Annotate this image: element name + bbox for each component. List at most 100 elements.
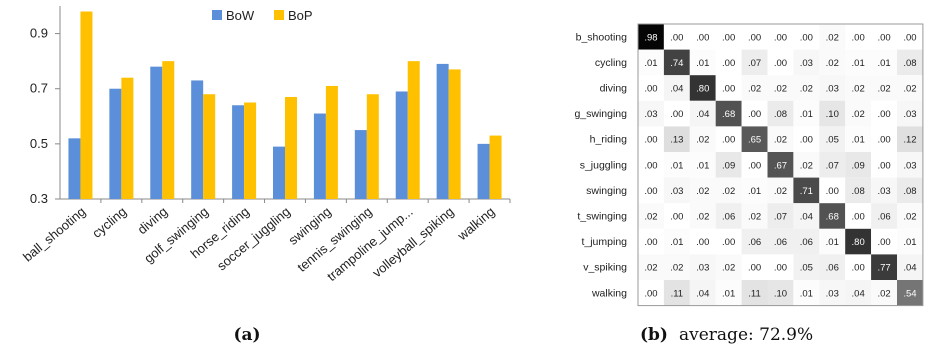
heatmap-cell	[715, 177, 742, 204]
heatmap-cell	[741, 254, 768, 280]
cell-value: .09	[722, 160, 735, 171]
bar-bow	[354, 130, 367, 199]
heatmap-cell	[845, 126, 872, 152]
heatmap-cell	[897, 177, 923, 204]
bar-bow	[191, 80, 204, 199]
bar-bop	[407, 61, 420, 200]
x-tick-label: walking	[454, 204, 498, 244]
cell-value: .11	[671, 288, 684, 299]
cell-value: .02	[852, 84, 865, 95]
cell-value: .00	[722, 32, 735, 43]
heatmap-cell	[689, 254, 716, 280]
cell-value: .09	[852, 160, 865, 171]
cell-value: .03	[903, 109, 916, 120]
heatmap-cell	[871, 126, 897, 152]
cell-value: .02	[800, 160, 813, 171]
cell-value: .08	[774, 109, 787, 120]
cell-value: .54	[903, 288, 916, 299]
heatmap-cell	[845, 24, 872, 50]
bar-bow	[477, 143, 490, 199]
heatmap-cell	[871, 152, 897, 178]
legend-swatch-bop	[274, 10, 284, 20]
heatmap-cell	[663, 203, 690, 229]
legend-label-bow: BoW	[226, 8, 255, 23]
cell-value: .00	[748, 32, 761, 43]
row-label: t_swinging	[577, 211, 627, 223]
bar-bow	[436, 63, 449, 200]
bar-bow	[273, 146, 285, 199]
cell-value: .00	[800, 135, 813, 146]
bar-bow	[313, 113, 326, 199]
heatmap-cell	[689, 228, 716, 255]
cell-value: .68	[722, 109, 735, 120]
heatmap-cell	[897, 203, 923, 229]
cell-value: .00	[748, 109, 761, 120]
row-label: h_riding	[590, 134, 628, 146]
heatmap-cell	[741, 228, 768, 255]
cell-value: .01	[722, 288, 735, 299]
cell-value: .03	[800, 58, 813, 69]
heatmap-cell	[638, 24, 664, 50]
cell-value: .01	[670, 237, 683, 248]
heatmap-cell	[689, 75, 716, 101]
heatmap-cell	[845, 254, 872, 280]
cell-value: .02	[696, 135, 709, 146]
heatmap-cell	[741, 280, 768, 306]
heatmap-cell	[767, 49, 794, 76]
cell-value: .02	[903, 212, 916, 223]
heatmap-cell	[767, 75, 794, 101]
cell-value: .02	[852, 109, 865, 120]
cell-value: .01	[800, 109, 813, 120]
heatmap-cell	[715, 24, 742, 50]
cell-value: .04	[696, 109, 709, 120]
row-label: g_swinging	[574, 108, 627, 120]
heatmap-cell	[871, 75, 897, 101]
heatmap-cell	[715, 228, 742, 255]
heatmap-cell	[819, 254, 846, 280]
heatmap-cell	[638, 203, 664, 229]
heatmap-cell	[767, 24, 794, 50]
heatmap-cell	[819, 280, 846, 306]
heatmap-cell	[819, 75, 846, 101]
heatmap-cell	[689, 100, 716, 127]
heatmap-cell	[793, 49, 820, 76]
cell-value: .02	[774, 135, 787, 146]
cell-value: .02	[774, 186, 787, 197]
heatmap-cell	[638, 254, 664, 280]
heatmap-cell	[845, 152, 872, 178]
bar-bop	[203, 94, 216, 199]
cell-value: .02	[722, 263, 735, 274]
x-tick-label: cycling	[89, 204, 129, 241]
cell-value: .02	[670, 263, 683, 274]
cell-value: .00	[670, 109, 683, 120]
bar-bop	[366, 94, 379, 199]
cell-value: .02	[748, 212, 761, 223]
cell-value: .02	[644, 212, 657, 223]
cell-value: .00	[877, 160, 890, 171]
heatmap-cell	[897, 152, 923, 178]
cell-value: .00	[722, 84, 735, 95]
cell-value: .01	[696, 58, 709, 69]
heatmap-cell	[871, 280, 897, 306]
cell-value: .01	[903, 237, 916, 248]
heatmap-cell	[871, 24, 897, 50]
heatmap-cell	[897, 24, 923, 50]
row-label: s_juggling	[580, 159, 627, 171]
row-label: diving	[600, 83, 628, 95]
heatmap-cell	[845, 280, 872, 306]
bar-bow	[109, 88, 122, 199]
bar-bow	[232, 105, 245, 199]
cell-value: .03	[877, 186, 890, 197]
heatmap-cell	[715, 49, 742, 76]
cell-value: .04	[670, 84, 683, 95]
cell-value: .01	[748, 186, 761, 197]
heatmap-cell	[819, 49, 846, 76]
cell-value: .01	[826, 237, 839, 248]
bar-bop	[80, 11, 93, 200]
cell-value: .06	[774, 237, 787, 248]
heatmap-cell	[767, 203, 794, 229]
heatmap-cell	[663, 75, 690, 101]
cell-value: .04	[903, 263, 916, 274]
heatmap-cell	[689, 177, 716, 204]
